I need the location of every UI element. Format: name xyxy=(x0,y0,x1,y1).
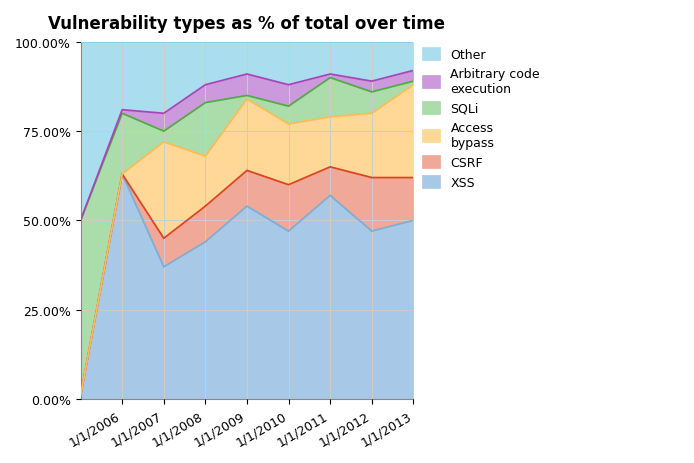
Legend: Other, Arbitrary code
execution, SQLi, Access
bypass, CSRF, XSS: Other, Arbitrary code execution, SQLi, A… xyxy=(416,43,545,194)
Title: Vulnerability types as % of total over time: Vulnerability types as % of total over t… xyxy=(49,15,446,33)
